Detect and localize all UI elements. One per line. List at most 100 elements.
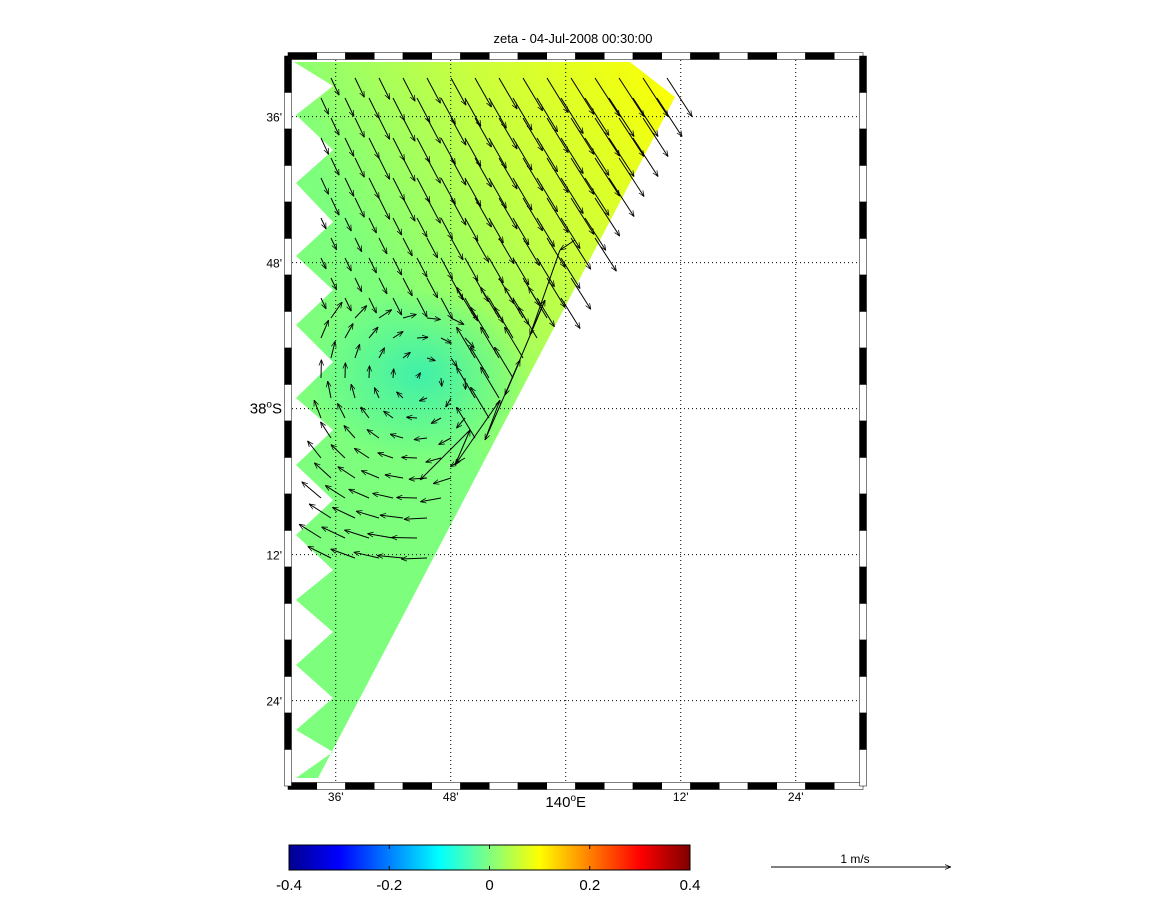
current-vector xyxy=(404,518,428,519)
frame-band xyxy=(284,128,292,166)
current-vector xyxy=(474,237,489,262)
current-vector xyxy=(361,407,370,419)
current-vector xyxy=(560,97,583,134)
current-vector xyxy=(426,318,441,320)
frame-band xyxy=(604,782,634,790)
current-vector xyxy=(330,341,335,359)
colorbar-tick-label: 0.4 xyxy=(680,877,701,894)
current-vector xyxy=(488,97,506,128)
current-vector xyxy=(331,445,346,459)
current-vector xyxy=(594,237,616,271)
current-vector xyxy=(608,177,634,217)
lon-tick-label: 140oE xyxy=(545,793,586,811)
frame-band xyxy=(284,384,292,422)
current-vector xyxy=(328,381,332,399)
current-vector xyxy=(474,77,492,107)
frame-band xyxy=(859,165,867,203)
current-vector xyxy=(320,297,327,309)
current-vector xyxy=(337,403,346,419)
frame-band xyxy=(316,52,346,60)
current-vector xyxy=(392,217,403,235)
current-vector xyxy=(536,217,555,247)
current-vector xyxy=(450,197,466,225)
current-vector xyxy=(584,137,609,176)
current-vector xyxy=(354,552,380,559)
current-vector xyxy=(474,117,492,147)
frame-band xyxy=(859,347,867,385)
current-vector xyxy=(378,348,385,359)
current-vector xyxy=(330,277,338,290)
current-vector xyxy=(608,137,634,177)
frame-band xyxy=(517,782,547,790)
current-vector xyxy=(560,297,580,329)
current-vector xyxy=(618,157,644,197)
current-vector xyxy=(332,506,356,519)
frame-band xyxy=(284,420,292,458)
current-vector xyxy=(512,97,532,130)
current-vector xyxy=(498,197,517,229)
frame-band xyxy=(859,92,867,130)
frame-band xyxy=(719,52,749,60)
current-vector xyxy=(401,457,418,458)
lon-tick-label: 36' xyxy=(328,790,344,804)
frame-band xyxy=(859,603,867,641)
map-frame xyxy=(284,52,867,790)
colorbar-tick-labels: -0.4 -0.2 0 0.2 0.4 xyxy=(276,845,700,894)
current-vector xyxy=(488,177,506,208)
lon-tick-label: 48' xyxy=(443,790,459,804)
frame-band xyxy=(284,530,292,568)
current-vector xyxy=(488,137,506,168)
current-vector xyxy=(402,197,415,221)
current-vector xyxy=(570,277,591,309)
map-title: zeta - 04-Jul-2008 00:30:00 xyxy=(494,31,653,46)
current-vector xyxy=(414,438,428,440)
frame-band xyxy=(859,493,867,531)
current-vector xyxy=(440,297,453,319)
current-vector xyxy=(498,77,517,109)
current-vector xyxy=(546,117,568,153)
current-vector xyxy=(546,277,565,308)
current-vector xyxy=(529,287,548,319)
current-vector xyxy=(402,237,412,256)
frame-band xyxy=(859,55,867,93)
lat-tick-label: 38oS xyxy=(250,400,282,418)
frame-band xyxy=(316,782,346,790)
current-vector xyxy=(530,249,561,335)
current-vector xyxy=(344,257,352,271)
frame-band xyxy=(489,52,519,60)
current-vector xyxy=(536,257,555,287)
frame-band xyxy=(859,457,867,495)
current-vector xyxy=(372,493,394,499)
current-vector xyxy=(321,422,332,439)
colorbar: -0.4 -0.2 0 0.2 0.4 xyxy=(276,844,700,894)
current-vector xyxy=(536,297,555,327)
current-vector xyxy=(378,77,391,99)
frame-band xyxy=(859,128,867,166)
current-vector xyxy=(440,257,453,279)
current-vector xyxy=(377,556,404,559)
current-vector xyxy=(464,97,481,126)
current-vector xyxy=(354,277,363,292)
current-vector xyxy=(666,77,692,117)
current-vector xyxy=(495,307,514,339)
current-vector xyxy=(330,117,340,135)
current-vector xyxy=(512,257,529,285)
current-vector xyxy=(344,97,355,117)
frame-band xyxy=(287,782,317,790)
current-vector xyxy=(471,387,490,419)
current-vector xyxy=(392,257,403,275)
frame-band xyxy=(747,52,777,60)
current-vector xyxy=(464,257,478,281)
current-vector xyxy=(351,384,356,399)
colorbar-tick-label: 0.2 xyxy=(579,877,600,894)
current-vector xyxy=(632,137,658,177)
current-vector xyxy=(380,515,404,518)
current-vector xyxy=(367,534,394,539)
current-vector xyxy=(481,367,500,399)
frame-band xyxy=(575,52,605,60)
current-vector xyxy=(457,407,476,439)
map-gridlines xyxy=(288,56,863,786)
latitude-tick-labels: 36' 48' 38oS 12' 24' xyxy=(250,111,282,709)
current-vector xyxy=(426,358,436,361)
